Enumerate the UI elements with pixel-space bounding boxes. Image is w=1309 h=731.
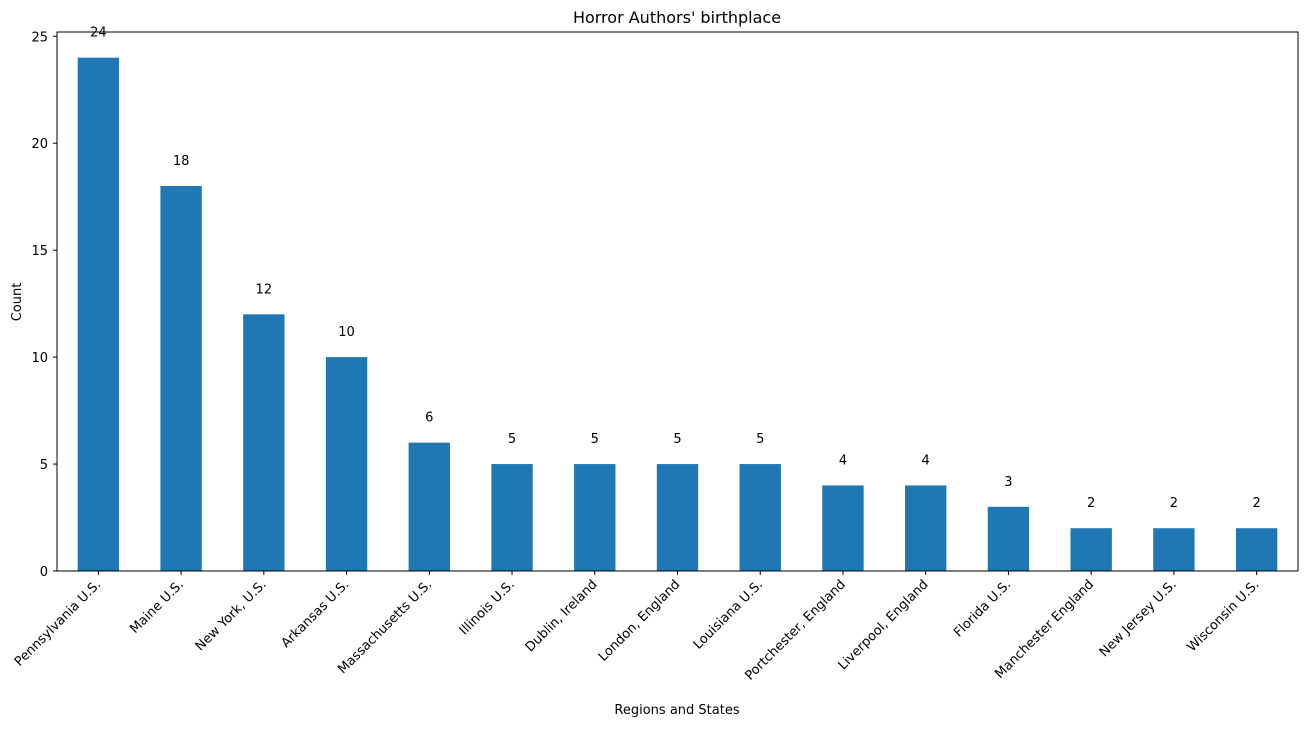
bar bbox=[491, 464, 533, 571]
bar bbox=[656, 464, 699, 571]
y-tick-label: 5 bbox=[40, 458, 48, 473]
x-tick-label: New Jersey U.S. bbox=[1097, 577, 1180, 660]
x-tick-label: New York, U.S. bbox=[193, 577, 270, 654]
bar bbox=[408, 442, 450, 571]
plot-frame bbox=[56, 31, 1299, 572]
y-tick-label: 15 bbox=[31, 244, 48, 259]
x-axis-label: Regions and States bbox=[614, 703, 739, 718]
bar bbox=[77, 57, 120, 572]
bar bbox=[739, 464, 781, 571]
x-tick-label: Liverpool, England bbox=[836, 577, 932, 673]
x-tick-label: London, England bbox=[596, 577, 683, 664]
y-tick-label: 20 bbox=[31, 137, 48, 152]
data-label: 2 bbox=[1170, 496, 1178, 511]
x-tick-label: Dublin, Ireland bbox=[523, 577, 601, 655]
y-tick-label: 25 bbox=[31, 30, 48, 45]
data-label: 5 bbox=[756, 432, 764, 447]
x-tick-label: Wisconsin U.S. bbox=[1185, 577, 1263, 655]
bar bbox=[822, 485, 864, 571]
y-axis-label: Count bbox=[10, 283, 25, 322]
x-tick-label: Massachusetts U.S. bbox=[335, 577, 435, 677]
data-label: 5 bbox=[673, 432, 681, 447]
x-tick-label: Louisiana U.S. bbox=[691, 577, 766, 652]
bar bbox=[160, 186, 202, 571]
data-label: 5 bbox=[591, 432, 599, 447]
y-tick-label: 10 bbox=[31, 351, 48, 366]
data-label: 10 bbox=[338, 325, 355, 340]
data-label: 4 bbox=[839, 453, 847, 468]
x-tick-label: Florida U.S. bbox=[951, 577, 1014, 640]
chart-title: Horror Authors' birthplace bbox=[573, 8, 781, 27]
data-label: 5 bbox=[508, 432, 516, 447]
bar bbox=[905, 485, 947, 571]
x-tick-label: Arkansas U.S. bbox=[279, 577, 353, 651]
y-tick-label: 0 bbox=[40, 565, 48, 580]
data-label: 18 bbox=[173, 154, 190, 169]
bar bbox=[325, 357, 368, 571]
data-label: 24 bbox=[90, 26, 107, 41]
x-tick-label: Illinois U.S. bbox=[457, 577, 518, 638]
data-label: 6 bbox=[425, 411, 433, 426]
data-label: 2 bbox=[1252, 496, 1260, 511]
x-tick-label: Pennsylvania U.S. bbox=[12, 577, 104, 669]
data-label: 3 bbox=[1004, 475, 1012, 490]
bar bbox=[987, 506, 1030, 571]
data-label: 4 bbox=[922, 453, 930, 468]
x-tick-label: Maine U.S. bbox=[127, 577, 187, 637]
bar bbox=[1070, 528, 1112, 571]
bar bbox=[1153, 528, 1195, 571]
bar bbox=[574, 464, 616, 571]
data-label: 2 bbox=[1087, 496, 1095, 511]
data-label: 12 bbox=[256, 282, 273, 297]
bar bbox=[1235, 528, 1278, 571]
bar bbox=[243, 314, 285, 571]
